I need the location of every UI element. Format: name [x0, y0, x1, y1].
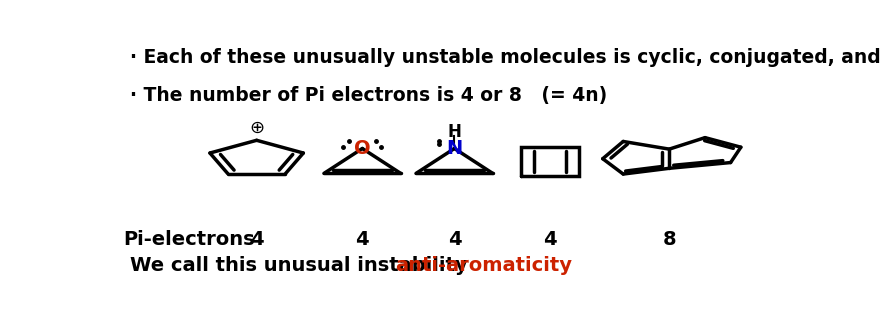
- Text: anti-aromaticity: anti-aromaticity: [395, 256, 572, 275]
- Text: 4: 4: [448, 230, 461, 249]
- Text: · Each of these unusually unstable molecules is cyclic, conjugated, and flat.: · Each of these unusually unstable molec…: [130, 47, 880, 66]
- Text: N: N: [446, 139, 463, 158]
- Text: 4: 4: [250, 230, 263, 249]
- Text: · The number of Pi electrons is 4 or 8   (= 4n): · The number of Pi electrons is 4 or 8 (…: [130, 86, 608, 105]
- Text: Pi-electrons: Pi-electrons: [123, 230, 255, 249]
- Text: O: O: [354, 139, 370, 158]
- Text: We call this unusual instability: We call this unusual instability: [130, 256, 475, 275]
- Text: 8: 8: [663, 230, 676, 249]
- Text: 4: 4: [356, 230, 369, 249]
- Text: H: H: [447, 123, 461, 141]
- Text: 4: 4: [543, 230, 557, 249]
- Text: ⊕: ⊕: [249, 119, 264, 136]
